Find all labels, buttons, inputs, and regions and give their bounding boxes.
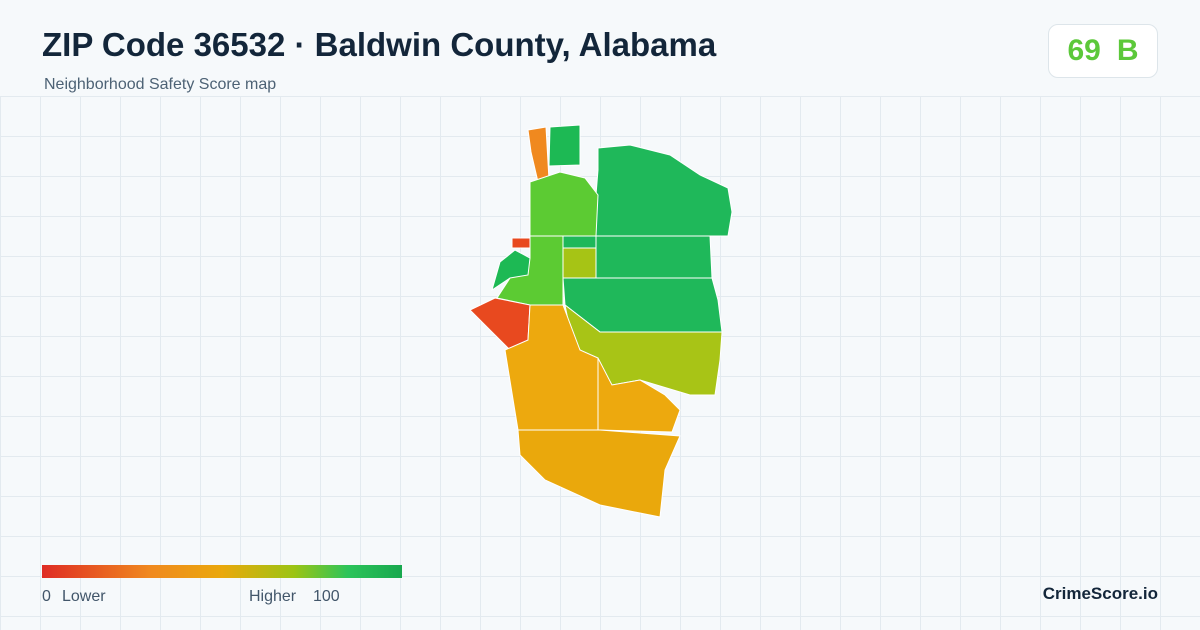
region	[595, 144, 733, 237]
region	[527, 126, 550, 183]
legend-min: 0	[42, 588, 51, 605]
legend-min-label: Lower	[62, 588, 106, 605]
region	[469, 297, 531, 351]
region	[595, 235, 713, 279]
region	[529, 171, 599, 237]
score-badge: 69 B	[1048, 24, 1158, 78]
score-value: 69	[1067, 34, 1101, 67]
region	[511, 237, 531, 249]
region	[562, 235, 597, 249]
region	[491, 249, 531, 292]
legend-max: 100	[313, 588, 340, 605]
brand: CrimeScore.io	[1042, 584, 1158, 603]
region	[548, 124, 581, 167]
subtitle: Neighborhood Safety Score map	[44, 76, 277, 93]
legend-max-label: Higher	[249, 588, 297, 605]
region	[562, 247, 597, 279]
region	[517, 429, 681, 518]
legend-bar	[42, 565, 402, 578]
title: ZIP Code 36532 · Baldwin County, Alabama	[42, 26, 717, 63]
score-grade: B	[1116, 34, 1139, 67]
